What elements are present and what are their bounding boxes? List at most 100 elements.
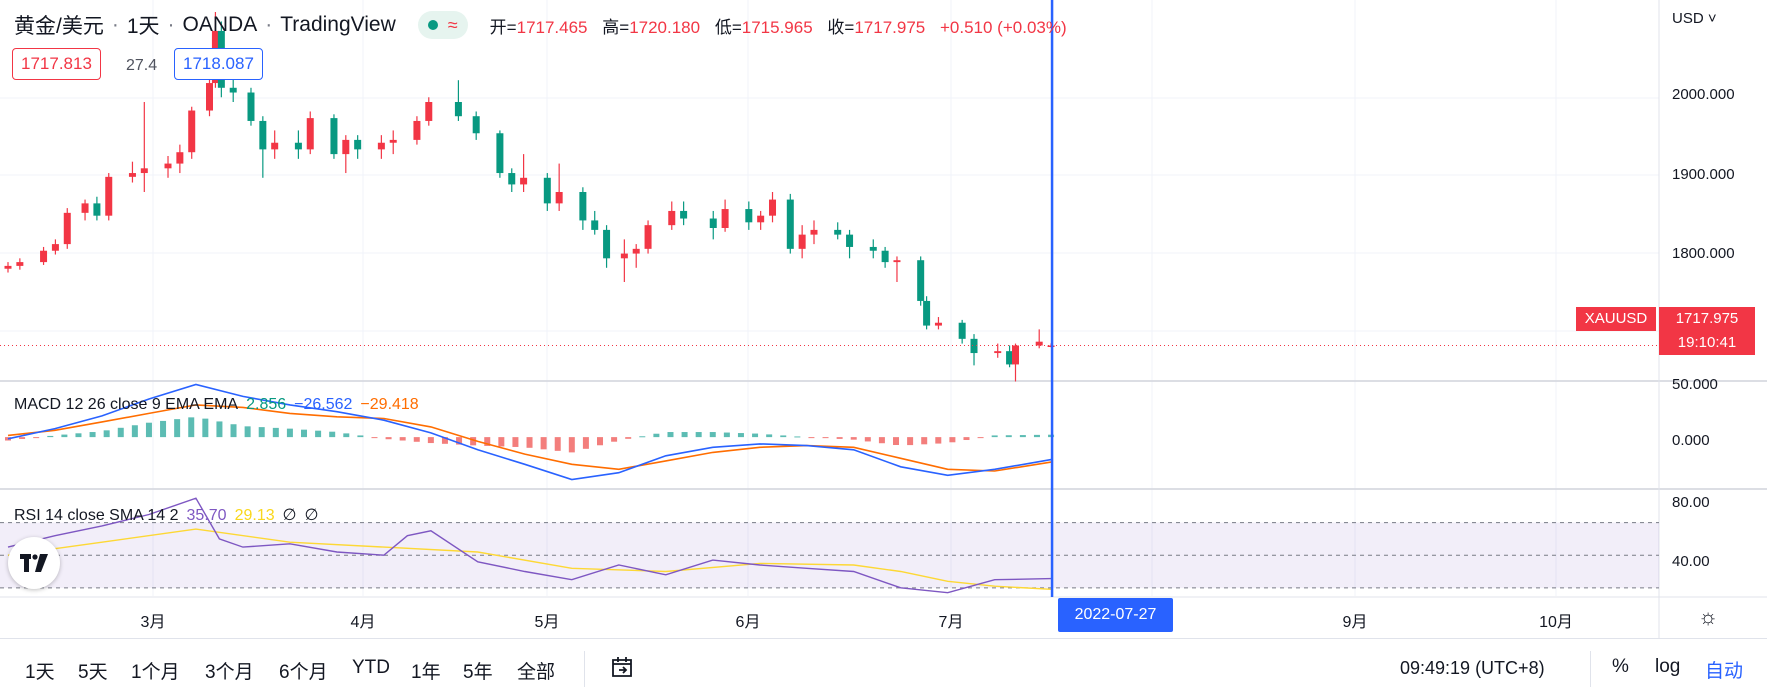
macd-legend[interactable]: MACD 12 26 close 9 EMA EMA 2.856 −26.562 −2… — [14, 396, 427, 414]
ohlc-values: 开=1717.465 高=1720.180 低=1715.965 收=1717.… — [490, 13, 1067, 38]
candle-body — [306, 118, 314, 150]
macd-histogram-bar — [611, 437, 618, 442]
candle-body — [1012, 345, 1019, 365]
range-5d-button[interactable]: 5天 — [78, 662, 108, 683]
candle-body — [994, 351, 1002, 354]
range-1m-button[interactable]: 1个月 — [131, 662, 180, 683]
crosshair-date-tag: 2022-07-27 — [1058, 598, 1173, 632]
macd-signal-line — [7, 404, 1052, 472]
candle-body — [454, 102, 462, 117]
candle-body — [63, 212, 71, 245]
macd-histogram-bar — [850, 437, 857, 440]
overlay-layer — [0, 0, 1659, 597]
macd-histogram-bar — [949, 437, 956, 443]
x-axis-label: 6月 — [735, 614, 761, 631]
log-scale-button[interactable]: log — [1655, 656, 1681, 677]
candle-body — [798, 234, 806, 249]
macd-histogram-bar — [329, 431, 336, 438]
candle-body — [496, 133, 504, 174]
candle-body — [603, 229, 611, 259]
x-axis-label: 10月 — [1539, 614, 1573, 631]
macd-histogram-bar — [202, 418, 209, 438]
macd-histogram-bar — [427, 437, 434, 444]
macd-histogram-bar — [47, 435, 54, 438]
candle-body — [709, 218, 717, 228]
macd-histogram-bar — [131, 425, 138, 438]
change-value: +0.510 (+0.03%) — [939, 17, 1067, 37]
market-status[interactable]: ≈ — [417, 11, 468, 39]
candle-body — [520, 177, 528, 185]
candle-body — [958, 322, 966, 339]
macd-histogram-bar — [709, 432, 716, 438]
candle-body — [923, 300, 931, 326]
last-price-tag: 1717.975 19:10:41 — [1659, 307, 1755, 355]
macd-histogram-bar — [117, 427, 124, 438]
rsi-title: RSI 14 close SMA 14 2 — [14, 507, 179, 524]
range-1d-button[interactable]: 1天 — [25, 662, 55, 683]
toolbar-divider — [1590, 651, 1591, 687]
macd-histogram-bar — [935, 437, 942, 444]
settings-gear-icon[interactable]: ☼ — [1698, 604, 1719, 629]
candle-body — [247, 92, 255, 121]
candle-body — [271, 142, 279, 150]
macd-histogram-bar — [597, 437, 604, 446]
macd-histogram-bar — [5, 437, 11, 441]
rsi-extra-value: ∅ — [282, 507, 297, 524]
range-ytd-button[interactable]: YTD — [352, 657, 390, 678]
range-3m-button[interactable]: 3个月 — [205, 662, 254, 683]
candle-body — [620, 253, 628, 259]
sell-price-button[interactable]: 1717.813 — [12, 48, 101, 80]
macd-histogram-bar — [822, 437, 829, 439]
open-label: 开= — [489, 17, 517, 37]
symbol-price-tag: XAUUSD — [1576, 307, 1656, 331]
price-axis-label: 1900.000 — [1672, 166, 1735, 183]
candle-body — [40, 250, 48, 263]
range-6m-button[interactable]: 6个月 — [279, 662, 328, 683]
macd-histogram-bar — [33, 437, 40, 439]
interval[interactable]: 1天 — [126, 15, 160, 38]
calendar-arrow-icon — [612, 657, 632, 677]
currency-selector[interactable]: USD ˅ — [1672, 10, 1717, 27]
candle-body — [105, 176, 113, 216]
percent-scale-button[interactable]: % — [1612, 656, 1629, 677]
rsi-legend[interactable]: RSI 14 close SMA 14 2 35.70 29.13 ∅ ∅ — [14, 505, 327, 525]
x-axis-label: 7月 — [938, 614, 964, 631]
rsi-value: 35.70 — [186, 507, 227, 524]
candle-body — [389, 139, 397, 143]
buy-price-button[interactable]: 1718.087 — [174, 48, 263, 80]
macd-line-value: −26.562 — [294, 396, 353, 413]
candle-body — [294, 142, 302, 150]
macd-histogram-bar — [272, 427, 279, 438]
macd-histogram-bar — [357, 435, 364, 438]
macd-histogram-bar — [315, 430, 322, 438]
macd-histogram-bar — [554, 437, 561, 451]
range-1y-button[interactable]: 1年 — [411, 662, 441, 683]
candle-body — [229, 87, 237, 93]
macd-histogram-bar — [301, 429, 308, 438]
rsi-band-background — [0, 522, 1659, 588]
macd-histogram-bar — [766, 434, 773, 438]
symbol-name[interactable]: 黄金/美元 — [14, 15, 104, 38]
macd-histogram-bar — [625, 437, 632, 439]
range-5y-button[interactable]: 5年 — [463, 662, 493, 683]
macd-histogram-bar — [639, 436, 646, 438]
rsi-layer — [0, 497, 1659, 594]
platform: TradingView — [280, 13, 396, 36]
macd-histogram-bar — [794, 436, 801, 438]
candle-body — [342, 139, 350, 155]
auto-scale-button[interactable]: 自动 — [1705, 661, 1744, 682]
clock-timezone[interactable]: 09:49:19 (UTC+8) — [1400, 658, 1545, 678]
candles-layer — [4, 12, 1055, 382]
date-range-icon[interactable] — [608, 653, 636, 686]
macd-histogram-bar — [470, 437, 477, 446]
candle-body — [206, 83, 213, 111]
close-label: 收= — [827, 17, 855, 37]
range-all-button[interactable]: 全部 — [517, 662, 556, 683]
macd-histogram-bar — [878, 437, 885, 444]
macd-histogram-bar — [526, 437, 533, 448]
tradingview-logo-icon[interactable] — [8, 537, 60, 589]
candle-body — [16, 262, 24, 266]
macd-layer — [5, 383, 1055, 481]
price-axis-label: 2000.000 — [1672, 86, 1735, 103]
